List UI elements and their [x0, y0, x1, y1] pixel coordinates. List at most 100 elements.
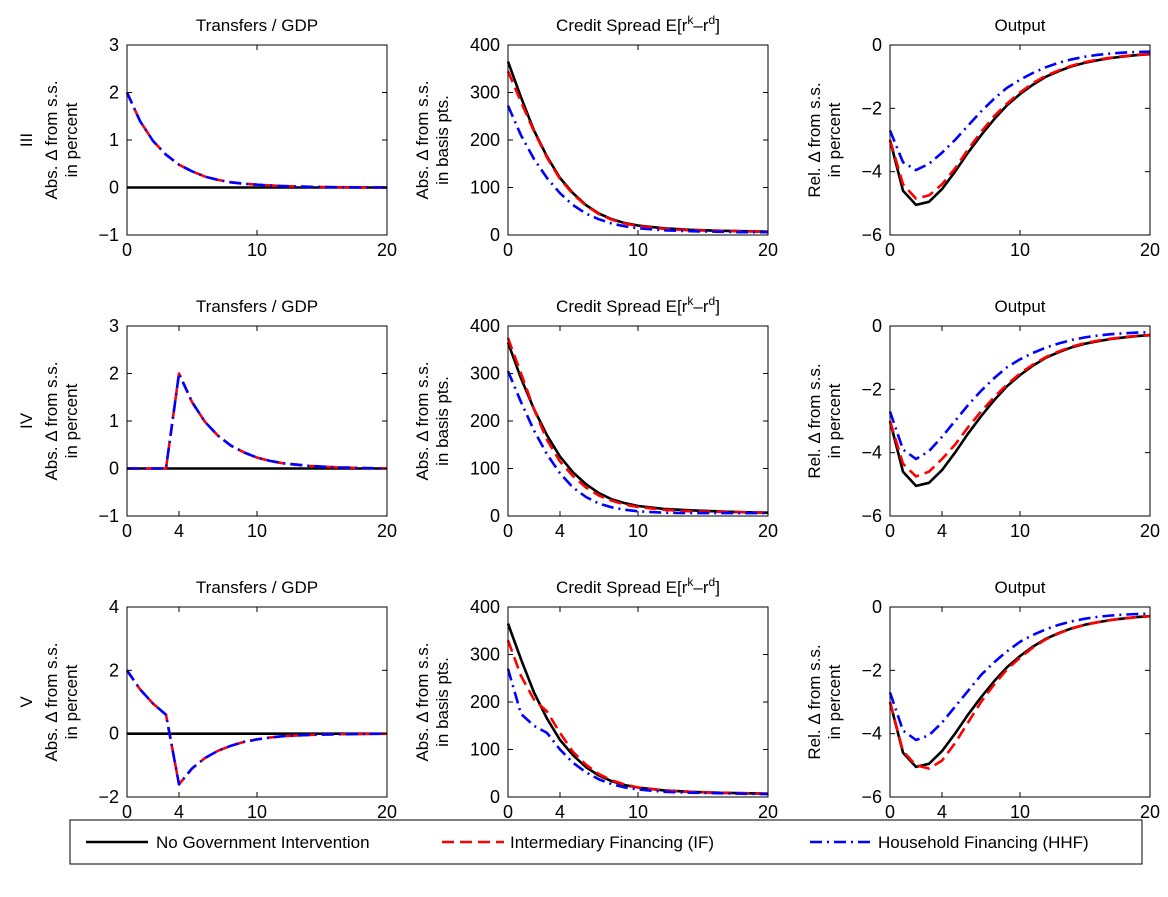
panel-title: Transfers / GDP: [196, 297, 318, 316]
y-tick-label: 200: [470, 130, 500, 150]
axes-box: [126, 606, 388, 798]
x-tick-label: 0: [503, 521, 513, 541]
y-tick-label: 400: [470, 316, 500, 336]
x-tick-label: 4: [174, 521, 184, 541]
x-tick-label: 20: [377, 802, 397, 822]
y-tick-label: −2: [98, 787, 119, 807]
panel-title: Output: [994, 578, 1045, 597]
y-tick-label: −2: [861, 379, 882, 399]
series-hhf: [506, 668, 769, 796]
panel-title: Credit Spread E[rk–rd]: [556, 13, 720, 35]
title-part: ]: [715, 578, 720, 597]
series-hhf: [506, 370, 768, 515]
x-tick-label: 10: [1010, 240, 1030, 260]
title-part: –r: [693, 297, 708, 316]
y-tick-label: 4: [109, 597, 119, 617]
series-hhf: [125, 669, 388, 786]
x-tick-label: 4: [555, 802, 565, 822]
y-axis-label: Abs. Δ from s.s.: [42, 80, 61, 199]
title-part: –r: [693, 16, 708, 35]
x-tick-label: 20: [1140, 240, 1160, 260]
x-tick-label: 10: [628, 802, 648, 822]
series-hhf: [888, 331, 1151, 461]
y-axis-label: in basis pts.: [433, 376, 452, 466]
legend-label-ngi: No Government Intervention: [156, 833, 370, 852]
y-tick-label: −4: [861, 724, 882, 744]
y-tick-label: 1: [109, 130, 119, 150]
series-if: [125, 91, 388, 189]
x-tick-label: 10: [1010, 521, 1030, 541]
y-axis-label: in percent: [825, 102, 844, 177]
y-axis-label: in basis pts.: [433, 657, 452, 747]
series-if: [125, 669, 388, 786]
y-tick-label: 100: [470, 178, 500, 198]
panel-title: Transfers / GDP: [196, 16, 318, 35]
x-tick-label: 0: [885, 521, 895, 541]
series-if: [888, 614, 1151, 770]
y-axis-label: in percent: [825, 383, 844, 458]
y-tick-label: 0: [109, 178, 119, 198]
y-tick-label: 300: [470, 364, 500, 384]
x-tick-label: 0: [122, 802, 132, 822]
series-if: [506, 639, 769, 795]
axes-box: [889, 325, 1151, 517]
panel-title: Output: [994, 16, 1045, 35]
x-tick-label: 0: [885, 240, 895, 260]
axes-box: [126, 325, 388, 517]
row-label: IV: [17, 412, 36, 429]
title-part: ]: [715, 297, 720, 316]
series-ngi: [506, 623, 769, 795]
y-axis-label: in percent: [62, 664, 81, 739]
title-superscript: d: [709, 13, 716, 27]
y-axis-label: Rel. Δ from s.s.: [805, 363, 824, 478]
legend-box: [69, 819, 1143, 865]
y-tick-label: 0: [490, 787, 500, 807]
title-superscript: k: [687, 575, 694, 589]
y-tick-label: −1: [98, 225, 119, 245]
panel-title: Output: [994, 297, 1045, 316]
x-tick-label: 4: [174, 802, 184, 822]
y-tick-label: 400: [470, 35, 500, 55]
y-tick-label: −2: [861, 660, 882, 680]
x-tick-label: 0: [122, 521, 132, 541]
y-tick-label: 0: [872, 35, 882, 55]
x-tick-label: 20: [758, 521, 778, 541]
y-tick-label: 300: [470, 83, 500, 103]
x-tick-label: 4: [937, 802, 947, 822]
x-tick-label: 0: [885, 802, 895, 822]
panel-title: Transfers / GDP: [196, 578, 318, 597]
series-ngi: [506, 61, 769, 233]
row-label: III: [17, 133, 36, 147]
x-tick-label: 10: [247, 802, 267, 822]
title-part: Credit Spread E[r: [556, 297, 688, 316]
y-tick-label: −4: [861, 162, 882, 182]
axes-box: [507, 44, 769, 236]
title-superscript: k: [687, 294, 694, 308]
x-tick-label: 20: [758, 802, 778, 822]
title-superscript: d: [709, 294, 716, 308]
series-if: [506, 337, 769, 514]
y-tick-label: 2: [109, 660, 119, 680]
x-tick-label: 0: [122, 240, 132, 260]
panel-r0-c1: Credit Spread E[rk–rd] 400 300 200 100 00 10 20…: [413, 13, 778, 260]
y-tick-label: 200: [470, 692, 500, 712]
series-if: [888, 52, 1151, 200]
y-tick-label: 0: [872, 597, 882, 617]
panel-title: Credit Spread E[rk–rd]: [556, 575, 720, 597]
y-tick-label: 0: [109, 724, 119, 744]
y-tick-label: 0: [872, 316, 882, 336]
x-tick-label: 0: [503, 240, 513, 260]
title-superscript: d: [709, 575, 716, 589]
title-part: Credit Spread E[r: [556, 578, 688, 597]
series-ngi: [888, 333, 1151, 488]
axes-box: [126, 44, 388, 236]
y-axis-label: Abs. Δ from s.s.: [413, 642, 432, 761]
y-tick-label: 100: [470, 459, 500, 479]
panel-r1-c1: Credit Spread E[rk–rd] 400 300 200 100 00 4 10 2…: [413, 294, 778, 541]
y-tick-label: −6: [861, 225, 882, 245]
y-axis-label: in percent: [825, 664, 844, 739]
